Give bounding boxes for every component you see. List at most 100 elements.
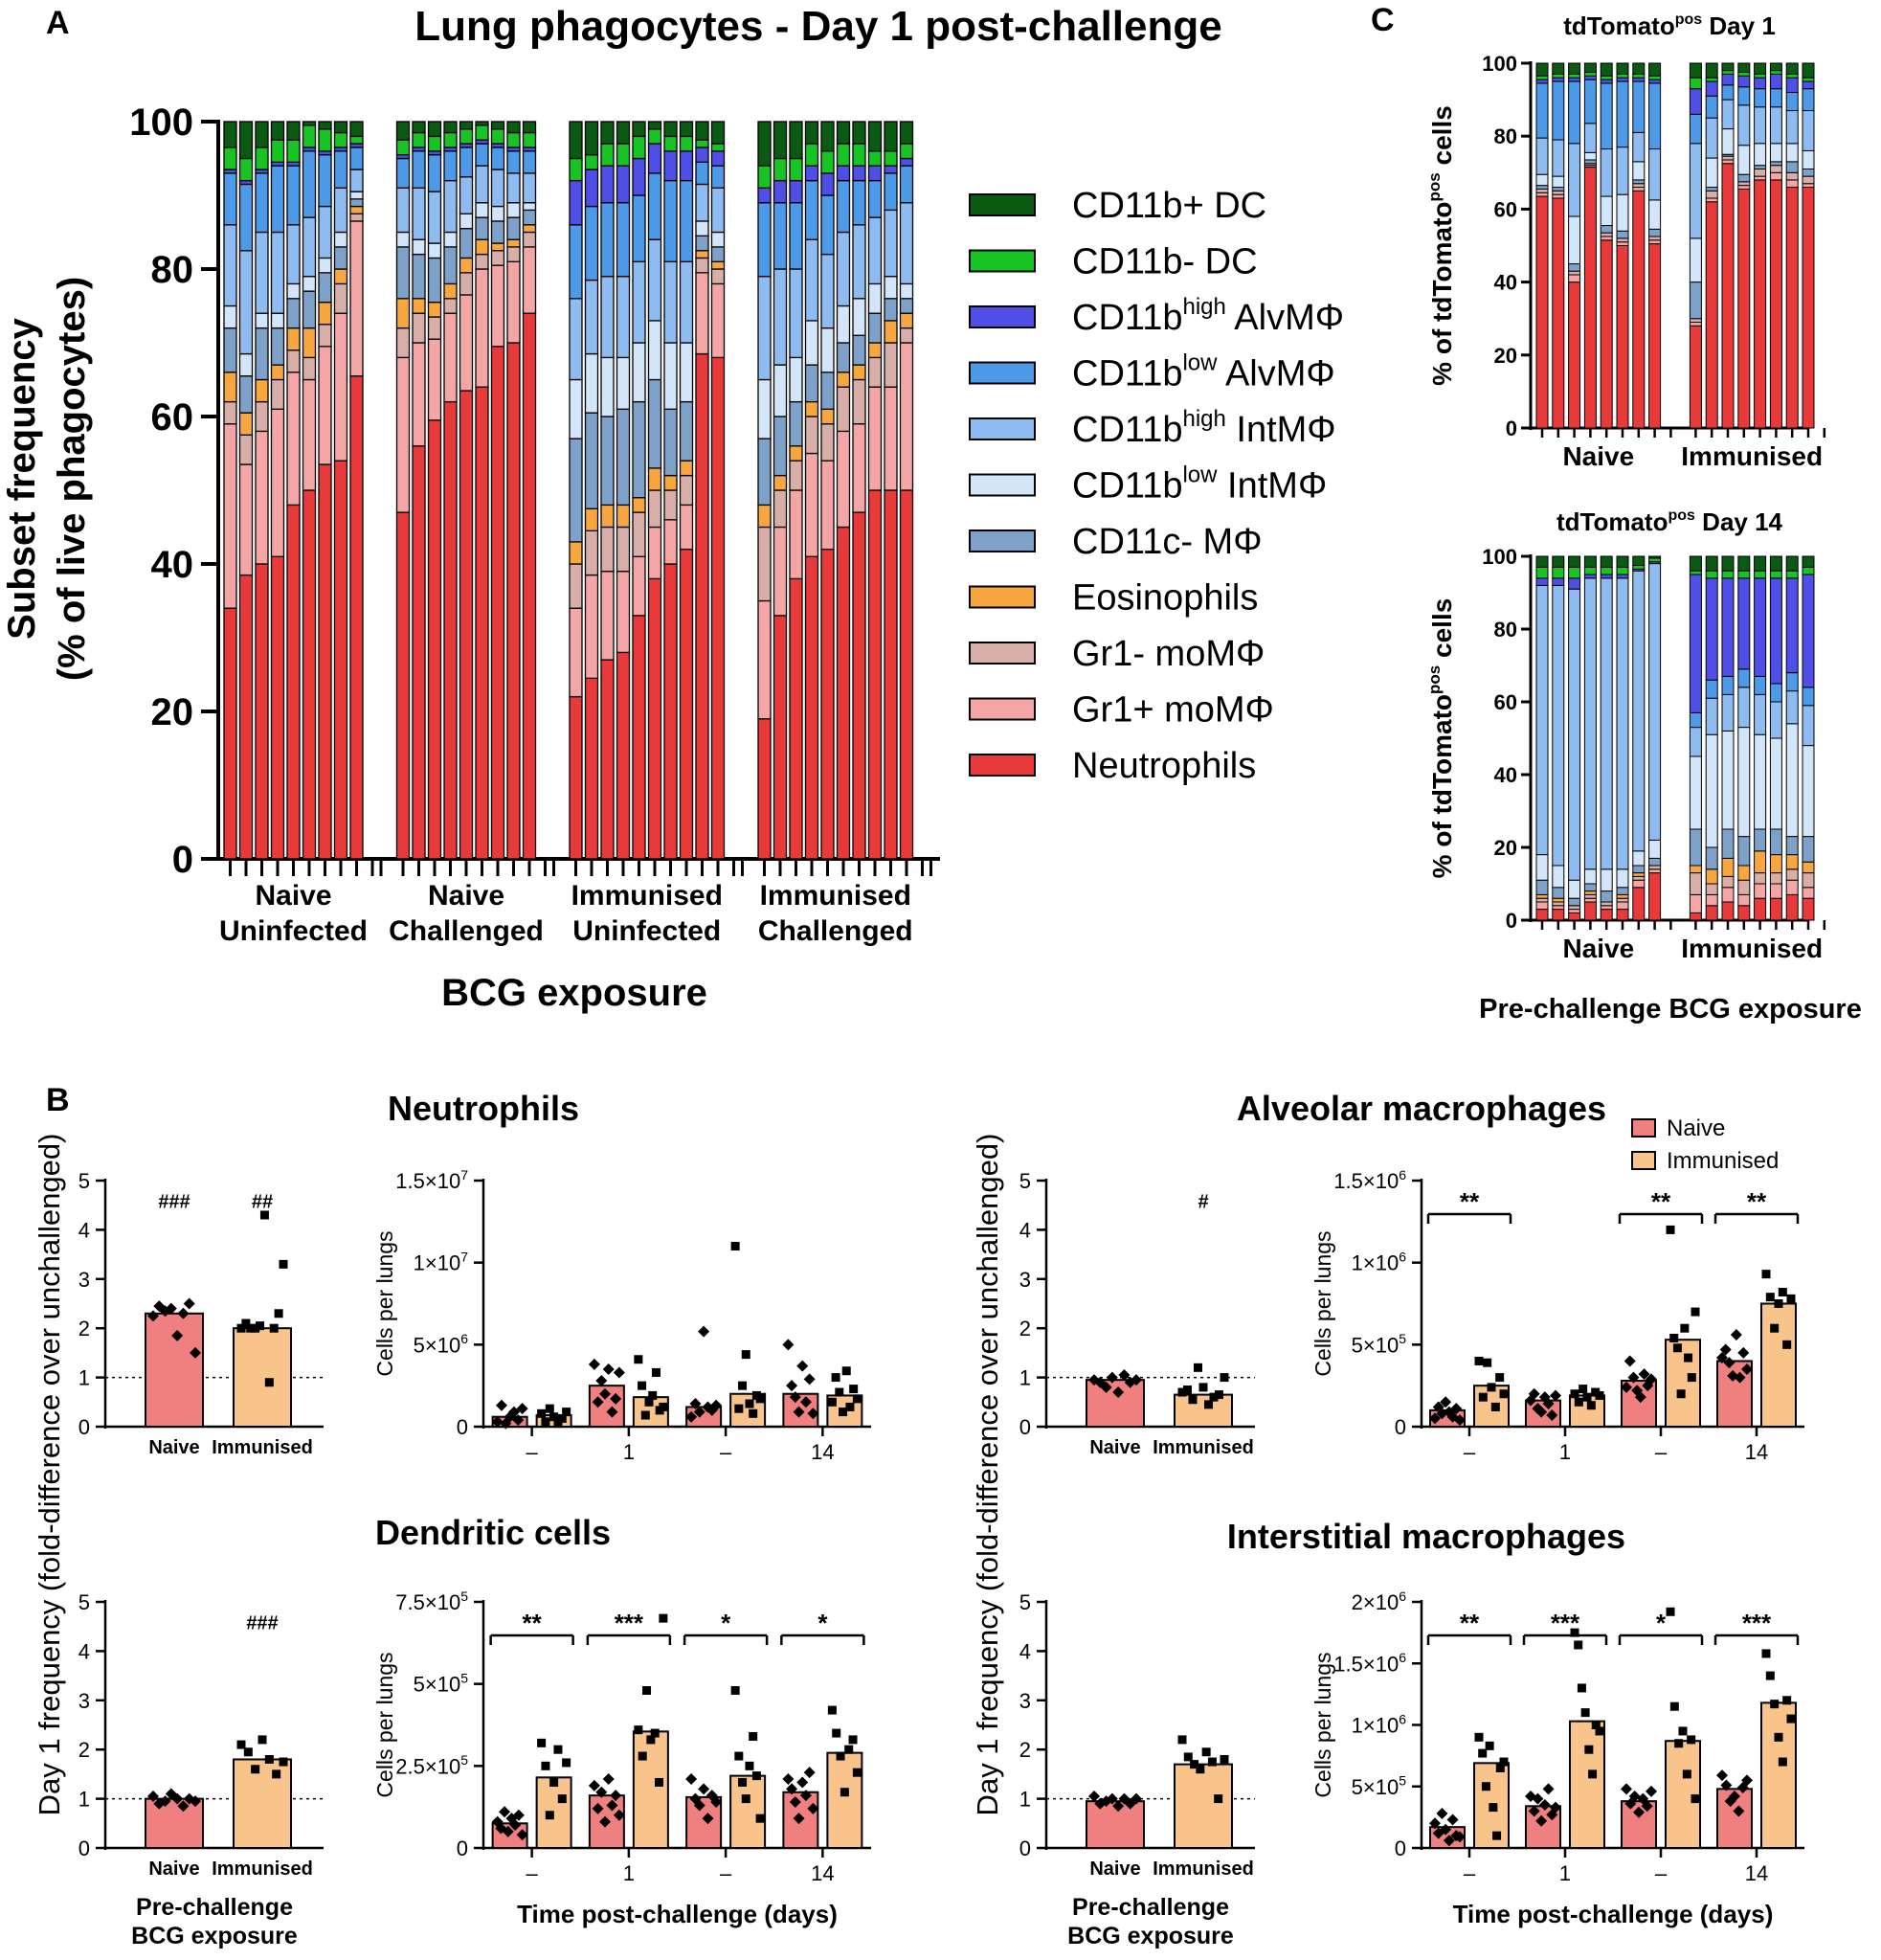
stacked-bar-segment [836,143,851,167]
stacked-bar-segment [1552,897,1565,903]
stacked-bar-segment [1689,711,1702,729]
y-tick-label-a: 100 [129,101,193,144]
chart-title-b: Alveolar macrophages [1237,1089,1606,1128]
legend-label: CD11bhigh AlvMΦ [1072,294,1344,338]
data-point-diamond [171,1329,184,1341]
data-point-square [840,1788,849,1797]
text-part: 0 [457,1836,468,1860]
stacked-bar-segment [333,187,348,234]
stacked-bar-segment [1535,566,1549,579]
y-tick-label-c: 40 [1494,271,1517,295]
stacked-bar-segment [757,718,772,860]
stacked-bar-segment [1632,179,1646,185]
data-point-diamond [1730,1329,1742,1341]
data-point-square [751,1771,761,1781]
stacked-bar-segment [1632,131,1646,163]
stacked-bar-segment [1552,175,1565,189]
y-tick-label-cells: 1×106 [1352,1249,1407,1274]
x-tick-label-cells: – [526,1440,539,1464]
data-point-square [839,1408,848,1417]
data-point-square [1499,1389,1509,1399]
stacked-bar-segment [663,408,678,477]
stacked-bar-segment [757,202,772,278]
data-point-square [730,1242,740,1251]
data-point-square [1485,1741,1494,1750]
stacked-bar-segment [1737,879,1751,895]
stacked-bar-segment [1754,577,1767,677]
stacked-bar-segment [1616,566,1629,575]
stacked-bar-segment [616,651,631,860]
stacked-bar-segment [1616,237,1629,243]
stacked-bar-segment [1769,171,1782,181]
data-point-diamond [685,1410,698,1423]
data-point-diamond [1532,1792,1544,1805]
stacked-bar-segment [1721,828,1735,859]
stacked-bar-segment [1552,197,1565,429]
significance-marker: *** [1551,1609,1580,1637]
stacked-bar-segment [1600,75,1613,80]
x-axis-title-fold: Pre-challenge [136,1894,293,1921]
data-point-diamond [1741,1774,1753,1787]
stacked-bar-segment [475,238,489,256]
stacked-bar-segment [663,489,678,521]
stacked-bar-segment [1583,901,1597,921]
legend-label: CD11c- MΦ [1072,522,1263,562]
stacked-bar-segment [522,246,537,314]
data-point-diamond [159,1795,171,1808]
stacked-bar-segment [286,121,301,141]
stacked-bar-segment [1616,887,1629,895]
data-point-square [1204,1400,1213,1409]
stacked-bar-segment [1785,91,1799,112]
y-tick-label-fold: 3 [1019,1689,1031,1713]
stacked-bar-segment [1648,199,1662,230]
data-point-square [745,1399,754,1408]
data-point-square [1591,1721,1601,1729]
data-point-diamond [1628,1791,1641,1803]
data-point-diamond [807,1408,819,1420]
superscript: 5 [1399,1331,1406,1346]
category-label: Immunised [212,1437,313,1458]
stacked-bar-segment [1737,727,1751,838]
data-point-diamond [685,1773,698,1786]
stacked-bar-segment [1802,168,1815,177]
stacked-bar-segment [1689,282,1702,320]
data-point-square [269,1323,279,1333]
text-part: AlvMΦ [1226,298,1344,338]
stacked-bar-segment [569,607,583,698]
data-point-square [1691,1307,1700,1317]
stacked-bar-segment [1785,577,1799,674]
stacked-bar-segment [427,135,442,152]
stacked-bar-segment [1802,175,1815,185]
data-point-square [1201,1747,1211,1757]
data-point-diamond [1741,1363,1753,1376]
stacked-bar-segment [1583,75,1597,80]
stacked-bar-segment [459,390,474,860]
legend-swatch [969,529,1036,552]
y-tick-label-c: 0 [1506,417,1517,440]
stacked-bar-segment [286,298,301,329]
stacked-bar-segment [757,165,772,189]
stacked-bar-segment [899,282,914,300]
text-part: 0 [1395,1415,1406,1439]
stacked-bar-segment [1648,872,1662,921]
data-point-diamond [807,1802,819,1814]
stacked-bar-segment [647,526,662,580]
y-tick-label-cells: 0 [1395,1415,1406,1439]
stacked-bar-segment [1754,828,1767,852]
data-point-square [1214,1794,1223,1804]
stacked-bar-segment [1769,165,1782,173]
y-tick-label-fold: 0 [78,1415,90,1439]
stacked-bar-segment [1802,88,1815,112]
stacked-bar-segment [1705,570,1718,579]
stacked-bar-segment [238,374,254,414]
stacked-bar-segment [632,497,646,513]
stacked-bar-segment [333,150,348,189]
stacked-bar-segment [710,260,726,270]
stacked-bar-segment [569,179,583,226]
stacked-bar-segment [1721,857,1735,877]
x-tick-label-cells: 14 [1745,1861,1768,1885]
stacked-bar-segment [1535,577,1549,586]
stacked-bar-segment [443,179,458,234]
stacked-bar-segment [616,276,631,359]
stacked-bar-segment [395,511,411,860]
